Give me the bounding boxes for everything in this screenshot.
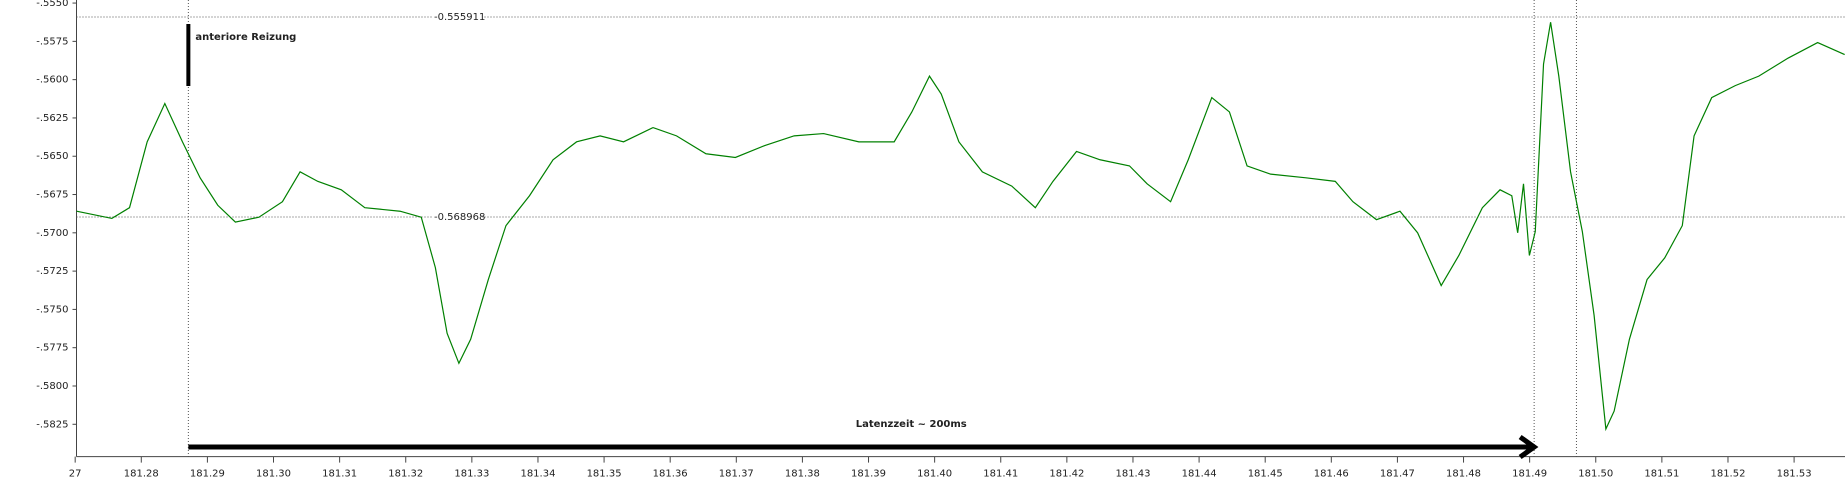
x-tick-label: 181.50 bbox=[1578, 469, 1613, 480]
x-tick-label: 181.44 bbox=[1182, 469, 1217, 480]
x-tick-label: 181.48 bbox=[1446, 469, 1481, 480]
latency-arrowhead bbox=[1518, 434, 1539, 460]
y-tick-label: -.5775 bbox=[36, 343, 68, 354]
x-tick-label: 181.30 bbox=[256, 469, 291, 480]
cursor-label-bg bbox=[432, 11, 482, 24]
x-tick-label: 181.40 bbox=[917, 469, 952, 480]
y-tick-label: -.5750 bbox=[36, 304, 68, 315]
y-tick-label: -.5550 bbox=[36, 0, 68, 9]
x-tick-label: 181.43 bbox=[1115, 469, 1150, 480]
x-tick-label: 181.34 bbox=[520, 469, 555, 480]
y-tick-label: -.5825 bbox=[36, 419, 68, 430]
cursor-label: -0.568968 bbox=[434, 212, 485, 223]
x-tick-label: 181.29 bbox=[190, 469, 225, 480]
x-tick-label: 181.41 bbox=[983, 469, 1018, 480]
cursor-label-bg bbox=[432, 211, 482, 224]
x-tick-label: 181.45 bbox=[1248, 469, 1283, 480]
x-tick-label: 181.37 bbox=[719, 469, 754, 480]
stimulus-label: anteriore Reizung bbox=[195, 32, 296, 43]
x-tick-label: 181.39 bbox=[851, 469, 886, 480]
y-tick-label: -.5675 bbox=[36, 190, 68, 201]
latency-label: Latenzzeit ~ 200ms bbox=[856, 419, 967, 430]
x-tick-label: 181.42 bbox=[1049, 469, 1084, 480]
y-tick-label: -.5575 bbox=[36, 36, 68, 47]
x-tick-label: 181.49 bbox=[1512, 469, 1547, 480]
x-tick-label: 181.33 bbox=[454, 469, 489, 480]
y-tick-label: -.5700 bbox=[36, 228, 68, 239]
x-tick-label: 181.38 bbox=[785, 469, 820, 480]
y-tick-label: -.5600 bbox=[36, 75, 68, 86]
y-tick-label: -.5625 bbox=[36, 113, 68, 124]
y-tick-label: -.5725 bbox=[36, 266, 68, 277]
x-tick-label: 181.31 bbox=[322, 469, 357, 480]
x-tick-label: 181.46 bbox=[1314, 469, 1349, 480]
x-tick-label: 181.53 bbox=[1777, 469, 1812, 480]
x-tick-label: 181.36 bbox=[653, 469, 688, 480]
x-tick-label: 181.51 bbox=[1644, 469, 1679, 480]
x-tick-label: 181.52 bbox=[1710, 469, 1745, 480]
y-tick-label: -.5650 bbox=[36, 151, 68, 162]
x-tick-label: 27 bbox=[69, 469, 82, 480]
y-tick-label: -.5800 bbox=[36, 381, 68, 392]
x-tick-label: 181.28 bbox=[124, 469, 159, 480]
x-tick-label: 181.35 bbox=[587, 469, 622, 480]
cursor-label: -0.555911 bbox=[434, 12, 485, 23]
x-tick-label: 181.32 bbox=[388, 469, 423, 480]
x-tick-label: 181.47 bbox=[1380, 469, 1415, 480]
signal-trace bbox=[76, 22, 1845, 432]
